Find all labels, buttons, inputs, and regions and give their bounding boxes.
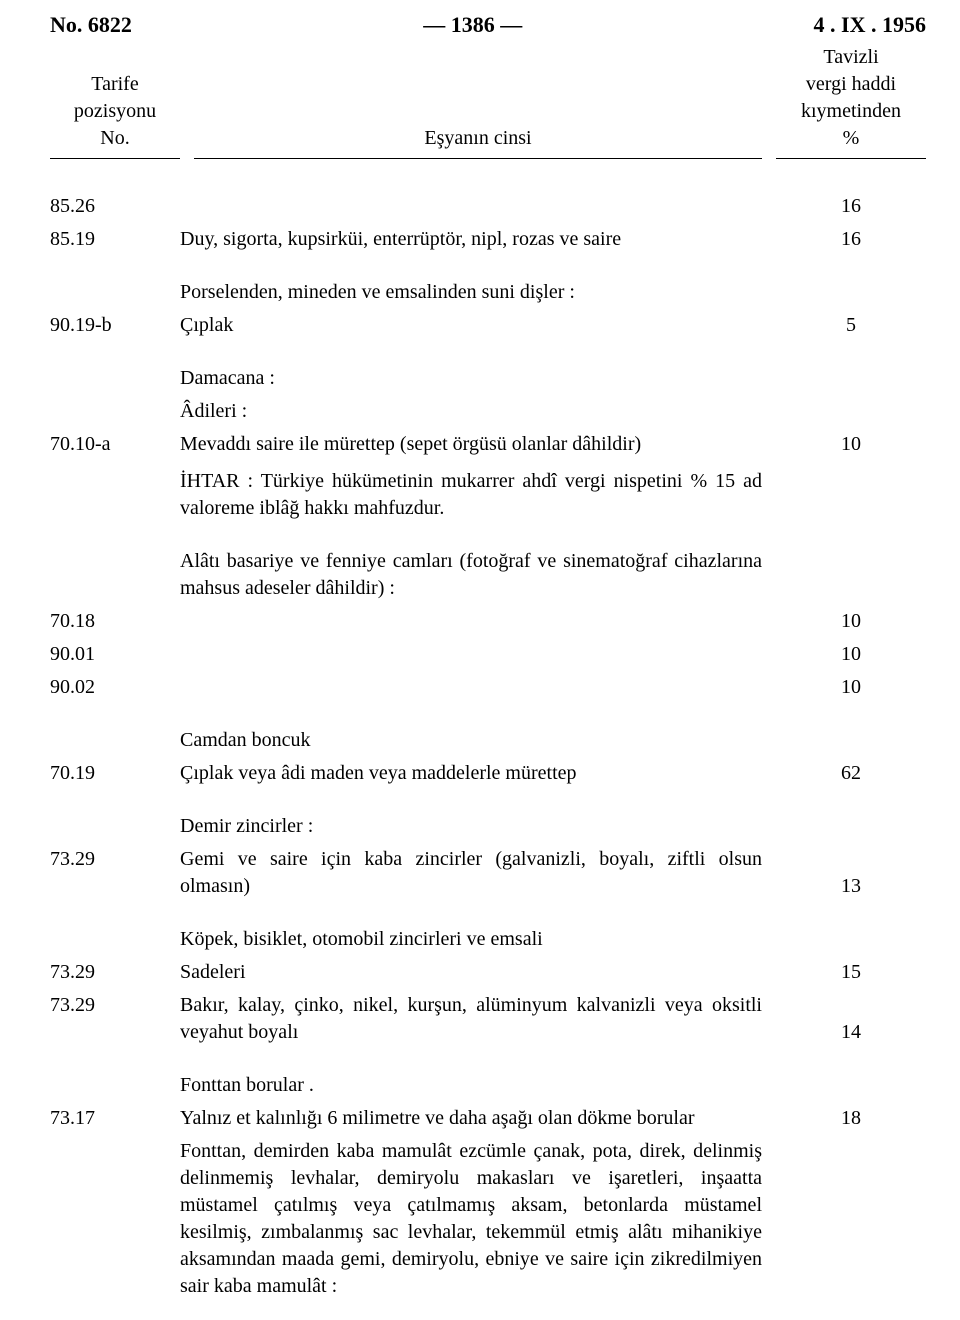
tariff-pos: 73.17 (50, 1105, 180, 1132)
column-headers: Tarife pozisyonu No. Eşyanın cinsi Taviz… (50, 44, 926, 156)
header-center: — 1386 — (423, 10, 522, 40)
tariff-pos: 70.19 (50, 760, 180, 787)
table-row: İHTAR : Türkiye hükümetinin mukarrer ahd… (50, 468, 926, 522)
tariff-rate: 14 (776, 1019, 926, 1046)
col-head-rate-l4: % (776, 125, 926, 152)
table-row: 70.19 Çıplak veya âdi maden veya maddele… (50, 760, 926, 787)
table-row: 85.26 16 (50, 193, 926, 220)
table-row: 73.17 Yalnız et kalınlığı 6 milimetre ve… (50, 1105, 926, 1132)
tariff-desc: Fonttan, demirden kaba mamulât ezcümle ç… (180, 1138, 776, 1300)
col-head-tariff-l1: Tarife (50, 71, 180, 98)
tariff-desc: Fonttan borular . (180, 1072, 776, 1099)
tariff-desc: Alâtı basariye ve fenniye camları (fotoğ… (180, 548, 776, 602)
table-row: Alâtı basariye ve fenniye camları (fotoğ… (50, 548, 926, 602)
tariff-desc: Duy, sigorta, kupsirküi, enterrüptör, ni… (180, 226, 776, 253)
tariff-rate: 62 (776, 760, 926, 787)
col-head-tariff: Tarife pozisyonu No. (50, 71, 180, 156)
tariff-pos: 85.19 (50, 226, 180, 253)
col-head-rate-l2: vergi haddi (776, 71, 926, 98)
table-row: 73.29 Sadeleri 15 (50, 959, 926, 986)
table-row: 73.29 Bakır, kalay, çinko, nikel, kurşun… (50, 992, 926, 1046)
tariff-desc: Mevaddı saire ile mürettep (sepet örgüsü… (180, 431, 776, 458)
tariff-desc: Çıplak veya âdi maden veya maddelerle mü… (180, 760, 776, 787)
col-head-desc: Eşyanın cinsi (180, 125, 776, 156)
tariff-desc: Porselenden, mineden ve emsalinden suni … (180, 279, 776, 306)
tariff-rate: 10 (776, 641, 926, 668)
table-row: 90.19-b Çıplak 5 (50, 312, 926, 339)
tariff-desc: Gemi ve saire için kaba zincirler (galva… (180, 846, 776, 900)
tariff-desc: Çıplak (180, 312, 776, 339)
table-row: Fonttan, demirden kaba mamulât ezcümle ç… (50, 1138, 926, 1300)
tariff-pos: 70.10-a (50, 431, 180, 458)
header-rule (50, 156, 926, 159)
tariff-desc: Sadeleri (180, 959, 776, 986)
tariff-pos: 73.29 (50, 846, 180, 873)
tariff-rate: 15 (776, 959, 926, 986)
table-row: 90.02 10 (50, 674, 926, 701)
tariff-desc: Bakır, kalay, çinko, nikel, kurşun, alüm… (180, 992, 776, 1046)
tariff-desc: Köpek, bisiklet, otomobil zincirleri ve … (180, 926, 776, 953)
tariff-rate: 13 (776, 873, 926, 900)
tariff-rate: 10 (776, 431, 926, 458)
tariff-rate: 18 (776, 1105, 926, 1132)
table-row: Damacana : (50, 365, 926, 392)
tariff-desc: İHTAR : Türkiye hükümetinin mukarrer ahd… (180, 468, 776, 522)
tariff-rate: 16 (776, 193, 926, 220)
tariff-rate: 10 (776, 674, 926, 701)
tariff-desc: Damacana : (180, 365, 776, 392)
header-right: 4 . IX . 1956 (814, 10, 926, 40)
table-row: Demir zincirler : (50, 813, 926, 840)
tariff-rate: 5 (776, 312, 926, 339)
tariff-pos: 85.26 (50, 193, 180, 220)
col-head-tariff-l3: No. (50, 125, 180, 152)
tariff-desc: Âdileri : (180, 398, 776, 425)
col-head-tariff-l2: pozisyonu (50, 98, 180, 125)
tariff-desc: Demir zincirler : (180, 813, 776, 840)
col-head-rate-l3: kıymetinden (776, 98, 926, 125)
tariff-pos: 90.19-b (50, 312, 180, 339)
tariff-desc: Camdan boncuk (180, 727, 776, 754)
tariff-rate: 16 (776, 226, 926, 253)
table-row: 90.01 10 (50, 641, 926, 668)
header-left: No. 6822 (50, 10, 132, 40)
table-row: 70.18 10 (50, 608, 926, 635)
table-row: 73.29 Gemi ve saire için kaba zincirler … (50, 846, 926, 900)
table-row: 85.19 Duy, sigorta, kupsirküi, enterrüpt… (50, 226, 926, 253)
tariff-pos: 73.29 (50, 959, 180, 986)
table-row: Camdan boncuk (50, 727, 926, 754)
table-row: Porselenden, mineden ve emsalinden suni … (50, 279, 926, 306)
col-head-rate: Tavizli vergi haddi kıymetinden % (776, 44, 926, 156)
page-header: No. 6822 — 1386 — 4 . IX . 1956 (50, 10, 926, 40)
table-row: 70.10-a Mevaddı saire ile mürettep (sepe… (50, 431, 926, 458)
tariff-pos: 70.18 (50, 608, 180, 635)
tariff-pos: 90.01 (50, 641, 180, 668)
tariff-pos: 73.29 (50, 992, 180, 1019)
tariff-desc: Yalnız et kalınlığı 6 milimetre ve daha … (180, 1105, 776, 1132)
col-head-rate-l1: Tavizli (776, 44, 926, 71)
tariff-table: 85.26 16 85.19 Duy, sigorta, kupsirküi, … (50, 193, 926, 1300)
tariff-pos: 90.02 (50, 674, 180, 701)
table-row: Âdileri : (50, 398, 926, 425)
tariff-rate: 10 (776, 608, 926, 635)
table-row: Fonttan borular . (50, 1072, 926, 1099)
col-head-desc-label: Eşyanın cinsi (180, 125, 776, 152)
table-row: Köpek, bisiklet, otomobil zincirleri ve … (50, 926, 926, 953)
